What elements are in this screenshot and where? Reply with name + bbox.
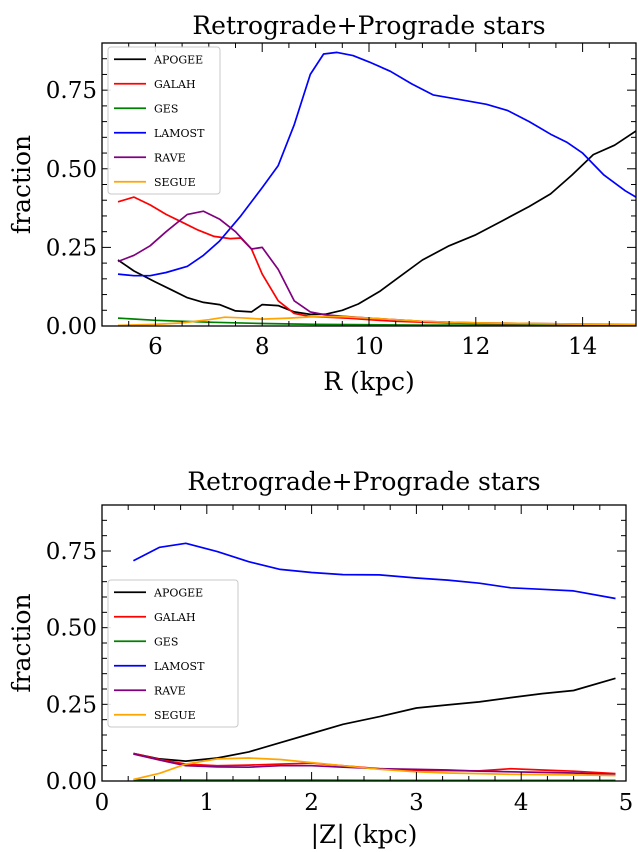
x-tick-label: 3 [409,790,424,816]
x-tick-label: 10 [354,334,383,360]
legend-label-segue: SEGUE [154,709,196,722]
legend-label-ges: GES [154,102,178,115]
legend-box [107,46,221,195]
y-axis-label: fraction [7,135,36,234]
legend-label-ges: GES [154,635,178,648]
legend-label-lamost: LAMOST [154,660,205,673]
chart-title: Retrograde+Prograde stars [187,467,540,496]
y-tick-label: 0.75 [46,78,97,104]
top-panel: Retrograde+Prograde stars 6 8 10 12 14 0.00 0.2… [7,11,637,396]
y-tick-label: 0.25 [46,692,97,718]
y-tick-label: 0.75 [46,539,97,565]
chart-title: Retrograde+Prograde stars [192,11,545,40]
x-tick-label: 5 [619,790,634,816]
legend-label-segue: SEGUE [154,176,196,189]
series-line-apogee [133,677,616,762]
legend-label-galah: GALAH [154,78,196,91]
x-tick-label: 12 [461,334,490,360]
legend-label-rave: RAVE [154,151,186,164]
x-axis-label: R (kpc) [323,367,414,396]
legend-label-apogee: APOGEE [153,53,203,66]
x-tick-label: 4 [514,790,529,816]
y-tick-label: 0.00 [46,314,97,340]
series-line-segue [117,315,636,326]
x-tick-label: 0 [95,790,110,816]
y-tick-label: 0.50 [46,616,97,642]
x-axis-label: |Z| (kpc) [311,820,418,850]
x-tick-label: 14 [568,334,597,360]
series-line-lamost [117,51,636,277]
y-axis-label: fraction [7,593,36,692]
x-tick-label: 2 [304,790,319,816]
bottom-panel: Retrograde+Prograde stars 0 1 2 3 4 5 0.00 0.25 0… [7,467,633,850]
legend-label-apogee: APOGEE [153,586,203,599]
x-tick-label: 6 [148,334,163,360]
x-tick-label: 8 [255,334,270,360]
series-line-ges [133,778,616,781]
legend-box [107,579,239,728]
series-line-segue [133,757,616,781]
legend: APOGEE GALAH GES LAMOST RAVE SEGUE [107,579,239,728]
legend-label-lamost: LAMOST [154,127,205,140]
x-tick-label: 1 [199,790,214,816]
y-tick-label: 0.00 [46,769,97,795]
series-line-apogee [117,130,636,316]
legend: APOGEE GALAH GES LAMOST RAVE SEGUE [107,46,221,195]
series-line-lamost [133,542,616,600]
y-tick-label: 0.25 [46,235,97,261]
series-line-galah [133,752,616,775]
y-tick-label: 0.50 [46,157,97,183]
legend-label-galah: GALAH [154,611,196,624]
legend-label-rave: RAVE [154,684,186,697]
